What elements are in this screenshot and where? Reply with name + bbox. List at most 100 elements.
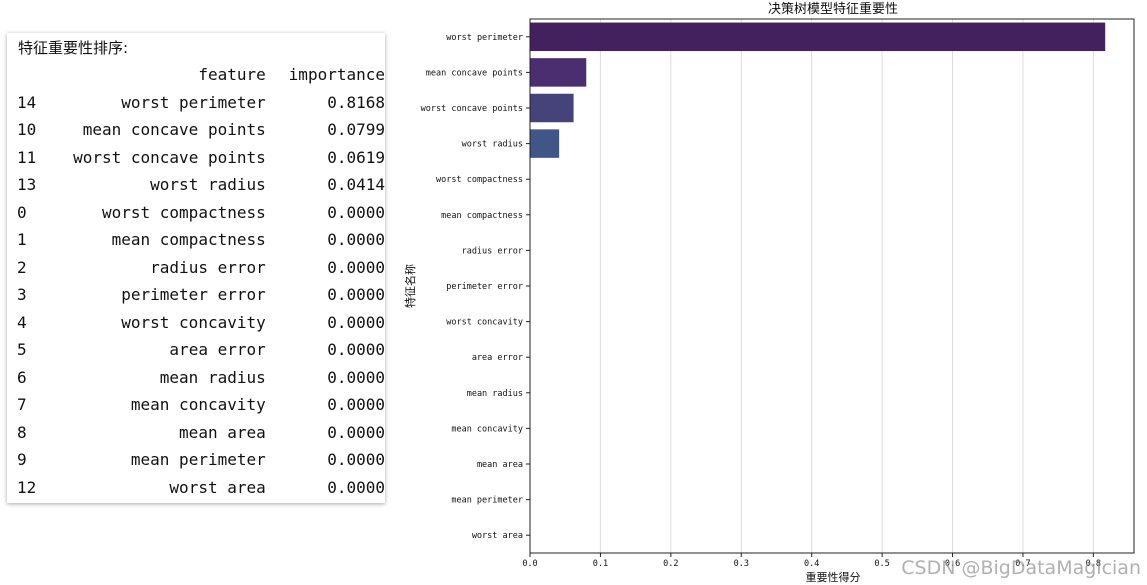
y-tick-label: radius error: [462, 246, 523, 256]
y-axis-label: 特征名称: [403, 264, 417, 308]
table-cell-importance: 0.0414: [327, 175, 385, 195]
table-row: 5 area error 0.0000: [7, 336, 385, 364]
feature-importance-table: feature importance 14 worst perimeter 0.81…: [7, 61, 385, 501]
y-tick-label: worst compactness: [436, 175, 523, 185]
table-row: 0 worst compactness 0.0000: [7, 199, 385, 227]
table-row: 6 mean radius 0.0000: [7, 364, 385, 392]
table-row: 13 worst radius 0.0414: [7, 171, 385, 199]
y-tick-label: mean concavity: [451, 424, 523, 434]
x-tick-label: 0.6: [945, 559, 960, 569]
table-cell-index: 5: [17, 340, 27, 360]
table-cell-importance: 0.0000: [327, 312, 385, 332]
table-row: 8 mean area 0.0000: [7, 419, 385, 447]
table-cell-importance: 0.0000: [327, 422, 385, 442]
table-cell-feature: worst concavity: [121, 312, 266, 332]
table-row: 7 mean concavity 0.0000: [7, 391, 385, 419]
table-row: 9 mean perimeter 0.0000: [7, 446, 385, 474]
table-header-row: feature importance: [7, 61, 385, 89]
table-cell-index: 2: [17, 257, 27, 277]
table-cell-importance: 0.0000: [327, 257, 385, 277]
table-row: 14 worst perimeter 0.8168: [7, 89, 385, 117]
table-cell-index: 14: [17, 92, 37, 112]
bars: [530, 22, 1106, 158]
table-row: 10 mean concave points 0.0799: [7, 116, 385, 144]
table-cell-index: 6: [17, 367, 27, 387]
table-cell-index: 11: [17, 147, 37, 167]
table-cell-index: 12: [17, 477, 37, 497]
table-cell-index: 9: [17, 450, 27, 470]
table-cell-feature: worst area: [169, 477, 266, 497]
table-cell-importance: 0.0000: [327, 202, 385, 222]
table-cell-feature: perimeter error: [121, 285, 266, 305]
x-tick-label: 0.0: [522, 559, 537, 569]
table-cell-feature: worst radius: [150, 175, 266, 195]
table-cell-importance: 0.0000: [327, 450, 385, 470]
y-tick-label: mean area: [477, 460, 523, 470]
table-cell-feature: worst concave points: [73, 147, 266, 167]
bar: [530, 93, 574, 123]
x-tick-label: 0.1: [593, 559, 608, 569]
table-header-feature: feature: [198, 65, 266, 85]
table-cell-index: 1: [17, 230, 27, 250]
table-cell-index: 13: [17, 175, 37, 195]
table-row: 4 worst concavity 0.0000: [7, 309, 385, 337]
table-cell-feature: worst compactness: [101, 202, 266, 222]
table-cell-feature: mean compactness: [111, 230, 266, 250]
y-tick-label: mean perimeter: [451, 496, 523, 506]
x-tick-label: 0.3: [734, 559, 749, 569]
table-cell-importance: 0.0000: [327, 230, 385, 250]
x-ticks: 0.0 0.1 0.2 0.3 0.4 0.5 0.6 0.7 0.8: [522, 553, 1101, 569]
y-tick-label: mean radius: [467, 389, 523, 399]
table-cell-importance: 0.0799: [327, 120, 385, 140]
chart-svg: 决策树模型特征重要性 worst perimeter mean concave p…: [403, 1, 1135, 584]
x-grid: [529, 19, 1094, 553]
x-tick-label: 0.5: [874, 559, 889, 569]
table-cell-importance: 0.0619: [327, 147, 385, 167]
table-row: 2 radius error 0.0000: [7, 254, 385, 282]
watermark-text: CSDN @BigDataMagician: [901, 557, 1141, 579]
y-tick-label: worst concave points: [421, 104, 523, 114]
x-axis-label: 重要性得分: [806, 570, 861, 584]
y-tick-label: perimeter error: [446, 282, 523, 292]
y-ticks: worst perimeter mean concave points worst …: [421, 33, 530, 541]
table-cell-feature: mean radius: [159, 367, 266, 387]
table-cell-importance: 0.0000: [327, 367, 385, 387]
table-cell-importance: 0.0000: [327, 477, 385, 497]
table-cell-feature: area error: [169, 340, 266, 360]
table-cell-feature: worst perimeter: [121, 92, 266, 112]
table-cell-importance: 0.8168: [327, 92, 385, 112]
y-tick-label: worst concavity: [446, 318, 523, 328]
feature-importance-table-panel: 特征重要性排序: feature importance 14 worst peri…: [7, 33, 385, 503]
y-tick-label: area error: [472, 353, 523, 363]
chart-title: 决策树模型特征重要性: [768, 1, 898, 17]
table-cell-index: 8: [17, 422, 27, 442]
table-cell-index: 7: [17, 395, 27, 415]
y-tick-label: mean concave points: [426, 68, 523, 78]
x-tick-label: 0.7: [1015, 559, 1030, 569]
table-body: 14 worst perimeter 0.8168 10 mean concave po…: [7, 89, 385, 502]
table-row: 3 perimeter error 0.0000: [7, 281, 385, 309]
x-tick-label: 0.4: [804, 559, 819, 569]
table-cell-index: 3: [17, 285, 27, 305]
table-cell-feature: mean perimeter: [130, 450, 266, 470]
table-cell-index: 4: [17, 312, 27, 332]
bar: [530, 22, 1106, 52]
table-title: 特征重要性排序:: [18, 39, 129, 57]
plot-frame: [529, 18, 1135, 554]
table-row: 1 mean compactness 0.0000: [7, 226, 385, 254]
table-row: 11 worst concave points 0.0619: [7, 144, 385, 172]
table-header-importance: importance: [288, 65, 385, 85]
bar: [530, 129, 560, 158]
x-tick-label: 0.8: [1086, 559, 1101, 569]
table-cell-feature: mean area: [179, 422, 266, 442]
importance-bar-chart: 决策树模型特征重要性 worst perimeter mean concave p…: [400, 0, 1147, 585]
table-cell-feature: radius error: [150, 257, 266, 277]
y-tick-label: mean compactness: [441, 211, 523, 221]
table-cell-importance: 0.0000: [327, 340, 385, 360]
y-tick-label: worst radius: [462, 140, 523, 150]
table-header-index: [7, 61, 60, 89]
x-tick-label: 0.2: [663, 559, 678, 569]
table-cell-importance: 0.0000: [327, 395, 385, 415]
table-cell-index: 10: [17, 120, 37, 140]
table-cell-feature: mean concave points: [82, 120, 266, 140]
